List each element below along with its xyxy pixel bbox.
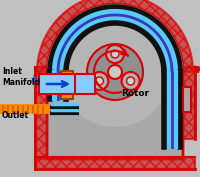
Bar: [35, 67, 47, 159]
Bar: [35, 157, 195, 169]
Bar: [75, 74, 95, 94]
Polygon shape: [47, 4, 183, 72]
Text: Rotor: Rotor: [121, 90, 149, 98]
Text: Inlet
Manifold: Inlet Manifold: [2, 67, 40, 87]
Polygon shape: [47, 4, 183, 159]
Bar: [183, 87, 191, 112]
Circle shape: [90, 72, 108, 90]
Circle shape: [106, 45, 124, 63]
Bar: [39, 74, 77, 94]
Circle shape: [122, 72, 140, 90]
Circle shape: [111, 50, 119, 58]
Bar: [61, 71, 73, 99]
Polygon shape: [37, 0, 193, 72]
Circle shape: [108, 65, 122, 79]
Circle shape: [127, 77, 135, 85]
Text: Outlet: Outlet: [2, 110, 29, 119]
Circle shape: [60, 17, 170, 127]
Circle shape: [87, 44, 143, 100]
Circle shape: [95, 77, 103, 85]
Bar: [183, 67, 195, 139]
